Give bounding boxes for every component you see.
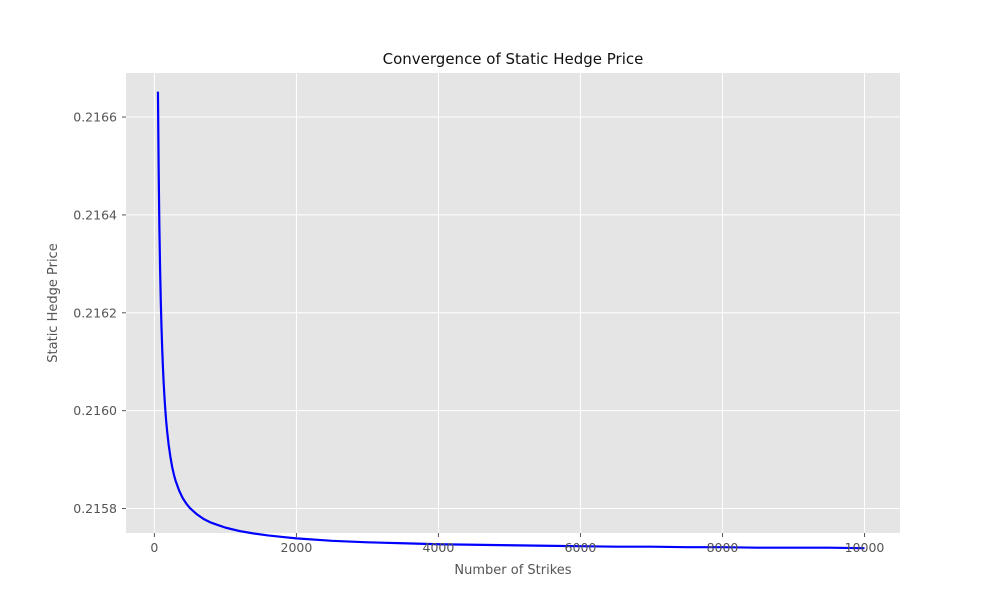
x-tick-label: 8000 [707, 540, 739, 555]
y-tick-label: 0.2158 [73, 501, 117, 516]
y-tick-label: 0.2166 [73, 110, 117, 125]
chart-title: Convergence of Static Hedge Price [383, 50, 644, 68]
y-axis-ticks: 0.2158 0.2160 0.2162 0.2164 0.2166 [73, 110, 126, 516]
y-tick-label: 0.2160 [73, 403, 117, 418]
x-axis-ticks: 0 2000 4000 6000 8000 10000 [150, 533, 884, 555]
series-layer [156, 91, 865, 550]
series-line-0 [156, 91, 865, 550]
y-tick-label: 0.2164 [73, 207, 117, 222]
x-tick-label: 2000 [281, 540, 313, 555]
x-tick-label: 10000 [845, 540, 885, 555]
y-tick-label: 0.2162 [73, 305, 117, 320]
x-tick-label: 0 [150, 540, 158, 555]
x-tick-label: 4000 [423, 540, 455, 555]
x-axis-label: Number of Strikes [454, 563, 571, 578]
y-axis-label: Static Hedge Price [46, 243, 61, 362]
x-tick-label: 6000 [565, 540, 597, 555]
grid-lines [126, 73, 900, 533]
plot-area-background [126, 73, 900, 533]
